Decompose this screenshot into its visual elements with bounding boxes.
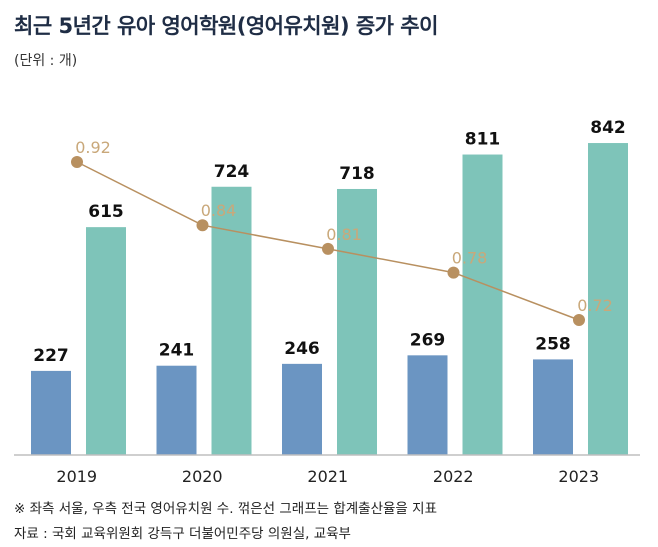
bar-seoul-2020 xyxy=(156,365,197,455)
bar-seoul-2021 xyxy=(282,363,322,455)
bar-value-label: 269 xyxy=(410,330,446,350)
birthrate-label: 0.84 xyxy=(201,201,237,220)
bar-value-label: 724 xyxy=(214,162,250,182)
bar-seoul-2023 xyxy=(533,359,573,455)
bar-national-2021 xyxy=(337,188,377,455)
birthrate-label: 0.81 xyxy=(326,225,362,244)
source-note: 자료 : 국회 교육위원회 강득구 더불어민주당 의원실, 교육부 xyxy=(14,526,351,542)
birthrate-point xyxy=(322,242,334,255)
bar-value-label: 246 xyxy=(284,339,320,359)
bar-value-label: 258 xyxy=(535,334,571,354)
bar-national-2019 xyxy=(86,227,126,455)
x-tick-label: 2021 xyxy=(307,467,348,486)
bar-value-label: 227 xyxy=(33,346,69,366)
footnote: ※ 좌측 서울, 우측 전국 영어유치원 수. 꺾은선 그래프는 합계출산율을 … xyxy=(14,501,437,517)
bar-national-2022 xyxy=(462,154,503,455)
x-tick-label: 2023 xyxy=(558,467,599,486)
chart-title: 최근 5년간 유아 영어학원(영어유치원) 증가 추이 xyxy=(14,14,438,38)
bar-seoul-2019 xyxy=(31,370,71,455)
x-tick-label: 2022 xyxy=(433,467,474,486)
bar-value-label: 811 xyxy=(465,130,501,150)
bar-value-label: 718 xyxy=(339,164,375,184)
bar-seoul-2022 xyxy=(407,355,448,455)
bar-value-label: 241 xyxy=(159,341,195,361)
bar-value-label: 615 xyxy=(88,202,124,222)
x-tick-label: 2019 xyxy=(56,467,97,486)
x-tick-label: 2020 xyxy=(182,467,223,486)
birthrate-point xyxy=(447,266,460,279)
unit-label: (단위 : 개) xyxy=(14,53,78,69)
bar-value-label: 842 xyxy=(590,118,626,138)
bar-national-2020 xyxy=(211,186,252,455)
birthrate-label: 0.92 xyxy=(75,138,111,157)
birthrate-label: 0.72 xyxy=(577,296,613,315)
birthrate-point xyxy=(573,314,585,326)
birthrate-point xyxy=(71,156,83,168)
bar-national-2023 xyxy=(588,143,628,455)
birthrate-point xyxy=(196,219,209,232)
birthrate-label: 0.78 xyxy=(452,249,488,268)
